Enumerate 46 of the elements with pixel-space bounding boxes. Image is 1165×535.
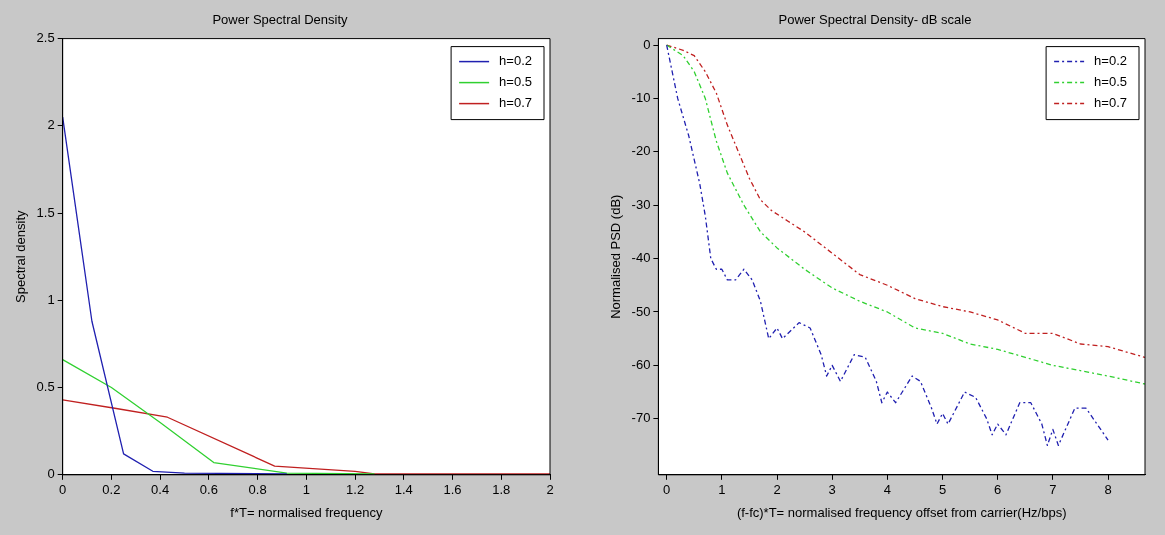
x-tick-label: 2 [546, 482, 554, 498]
x-tick-label: 7 [1049, 482, 1057, 498]
y-tick-label: -60 [631, 356, 651, 372]
x-axis-title: (f-fc)*T= normalised frequency offset from carrier(Hz/bps) [736, 504, 1067, 520]
x-tick-label: 0.6 [199, 482, 218, 498]
y-tick-label: -50 [631, 303, 651, 319]
x-tick-label: 8 [1104, 482, 1112, 498]
x-tick-label: 1 [302, 482, 310, 498]
y-tick-label: -20 [631, 143, 651, 159]
y-tick-label: 0 [643, 36, 651, 52]
y-axis-title: Spectral density [13, 209, 29, 303]
y-tick-label: -40 [631, 250, 651, 266]
y-tick-label: -70 [631, 410, 651, 426]
y-tick-label: 0 [47, 466, 55, 482]
x-tick-label: 0 [663, 482, 671, 498]
x-tick-label: 5 [938, 482, 947, 498]
x-tick-label: 2 [773, 482, 781, 498]
x-tick-label: 0.8 [248, 482, 267, 498]
y-tick-label: 1 [47, 291, 55, 307]
legend-label: h=0.2 [1094, 53, 1128, 69]
chart-title: Power Spectral Density [212, 12, 349, 28]
x-tick-label: 1.4 [394, 482, 413, 498]
y-tick-label: -30 [631, 196, 651, 212]
legend-label: h=0.7 [1094, 95, 1128, 111]
x-tick-label: 1.2 [346, 482, 365, 498]
legend-label: h=0.2 [499, 53, 533, 69]
x-tick-label: 0.2 [102, 482, 121, 498]
legend-label: h=0.5 [1094, 74, 1128, 90]
legend-label: h=0.5 [499, 74, 533, 90]
chart-title: Power Spectral Density- dB scale [778, 12, 972, 28]
x-tick-label: 1 [718, 482, 726, 498]
y-axis-title: Normalised PSD (dB) [608, 194, 624, 319]
y-tick-label: 0.5 [36, 379, 55, 395]
x-axis-title: f*T= normalised frequency [230, 504, 383, 520]
y-tick-label: 2 [47, 117, 55, 133]
y-tick-label: -10 [631, 89, 651, 105]
x-tick-label: 6 [994, 482, 1002, 498]
x-tick-label: 3 [828, 482, 836, 498]
x-tick-label: 4 [883, 482, 891, 498]
x-tick-label: 0 [59, 482, 67, 498]
x-tick-label: 1.8 [492, 482, 511, 498]
y-tick-label: 1.5 [36, 204, 55, 220]
y-tick-label: 2.5 [36, 30, 55, 46]
x-tick-label: 1.6 [443, 482, 462, 498]
x-tick-label: 0.4 [151, 482, 170, 498]
legend-label: h=0.7 [499, 95, 533, 111]
